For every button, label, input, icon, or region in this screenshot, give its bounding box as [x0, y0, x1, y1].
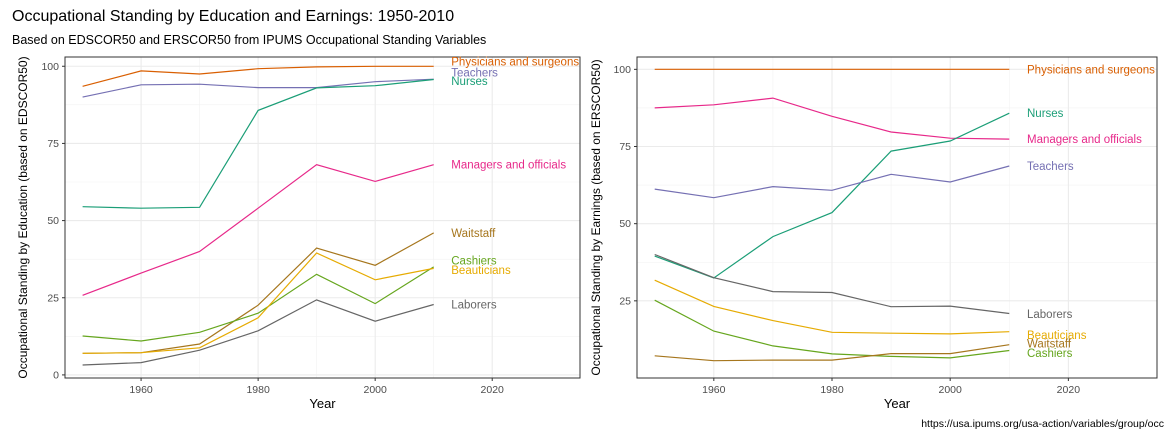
series-label-beauticians: Beauticians [451, 265, 511, 277]
series-label-managers-and-officials: Managers and officials [1027, 134, 1142, 146]
series-label-physicians-and-surgeons: Physicians and surgeons [1027, 64, 1155, 76]
series-label-laborers: Laborers [1027, 309, 1073, 321]
y-tick-label: 25 [619, 295, 631, 307]
series-line-waitstaff [654, 344, 1010, 362]
series-line-physicians-and-surgeons [82, 65, 434, 87]
y-tick-label: 25 [47, 292, 59, 304]
series-line-teachers [82, 78, 434, 98]
series-label-nurses: Nurses [1027, 108, 1064, 120]
series-line-cashiers [654, 299, 1010, 359]
y-tick-label: 50 [47, 215, 59, 227]
x-tick-label: 2020 [1057, 384, 1081, 396]
y-tick-label: 75 [47, 138, 59, 150]
x-tick-label: 2000 [363, 384, 387, 396]
chart-title: Occupational Standing by Education and E… [12, 8, 455, 25]
x-tick-label: 2000 [939, 384, 963, 396]
x-tick-label: 1960 [702, 384, 726, 396]
series-line-beauticians [654, 279, 1010, 335]
series-line-nurses [82, 78, 434, 209]
series-label-teachers: Teachers [451, 67, 498, 79]
panel-border [64, 56, 581, 379]
series-line-teachers [654, 165, 1010, 199]
y-tick-label: 75 [619, 141, 631, 153]
y-axis-title: Occupational Standing by Earnings (based… [589, 59, 603, 375]
y-tick-label: 50 [619, 218, 631, 230]
series-label-beauticians: Beauticians [1027, 330, 1087, 342]
x-axis-title: Year [309, 396, 336, 411]
series-line-laborers [654, 253, 1010, 315]
x-axis-title: Year [884, 396, 911, 411]
series-line-cashiers [82, 266, 435, 342]
earnings-panel: 1960 1980 2000 2020 25 50 75 100 Physicians and … [589, 56, 1158, 411]
y-tick-label: 100 [41, 61, 59, 73]
x-tick-label: 1960 [129, 384, 153, 396]
series-label-laborers: Laborers [451, 300, 497, 312]
series-label-physicians-and-surgeons: Physicians and surgeons [451, 57, 579, 69]
series-label-teachers: Teachers [1027, 161, 1074, 173]
x-tick-label: 1980 [246, 384, 270, 396]
chart-subtitle: Based on EDSCOR50 and ERSCOR50 from IPUM… [12, 33, 487, 47]
y-tick-label: 0 [53, 369, 59, 381]
series-label-cashiers: Cashiers [451, 256, 497, 268]
y-axis-title: Occupational Standing by Education (base… [16, 56, 30, 378]
series-label-cashiers: Cashiers [1027, 348, 1073, 360]
series-line-managers-and-officials [654, 97, 1010, 140]
source-caption: https://usa.ipums.org/usa-action/variabl… [921, 418, 1164, 430]
series-label-managers-and-officials: Managers and officials [451, 160, 566, 172]
series-label-waitstaff: Waitstaff [451, 228, 496, 240]
education-panel: 1960 1980 2000 2020 0 25 50 75 100 Physicians and… [16, 56, 581, 411]
series-label-nurses: Nurses [451, 76, 488, 88]
y-tick-label: 100 [613, 64, 631, 76]
series-line-beauticians [82, 252, 434, 354]
series-label-waitstaff: Waitstaff [1027, 338, 1072, 350]
panel-border [636, 56, 1158, 379]
x-tick-label: 2020 [481, 384, 505, 396]
series-line-laborers [82, 299, 434, 366]
x-tick-label: 1980 [820, 384, 844, 396]
series-line-managers-and-officials [82, 164, 434, 296]
